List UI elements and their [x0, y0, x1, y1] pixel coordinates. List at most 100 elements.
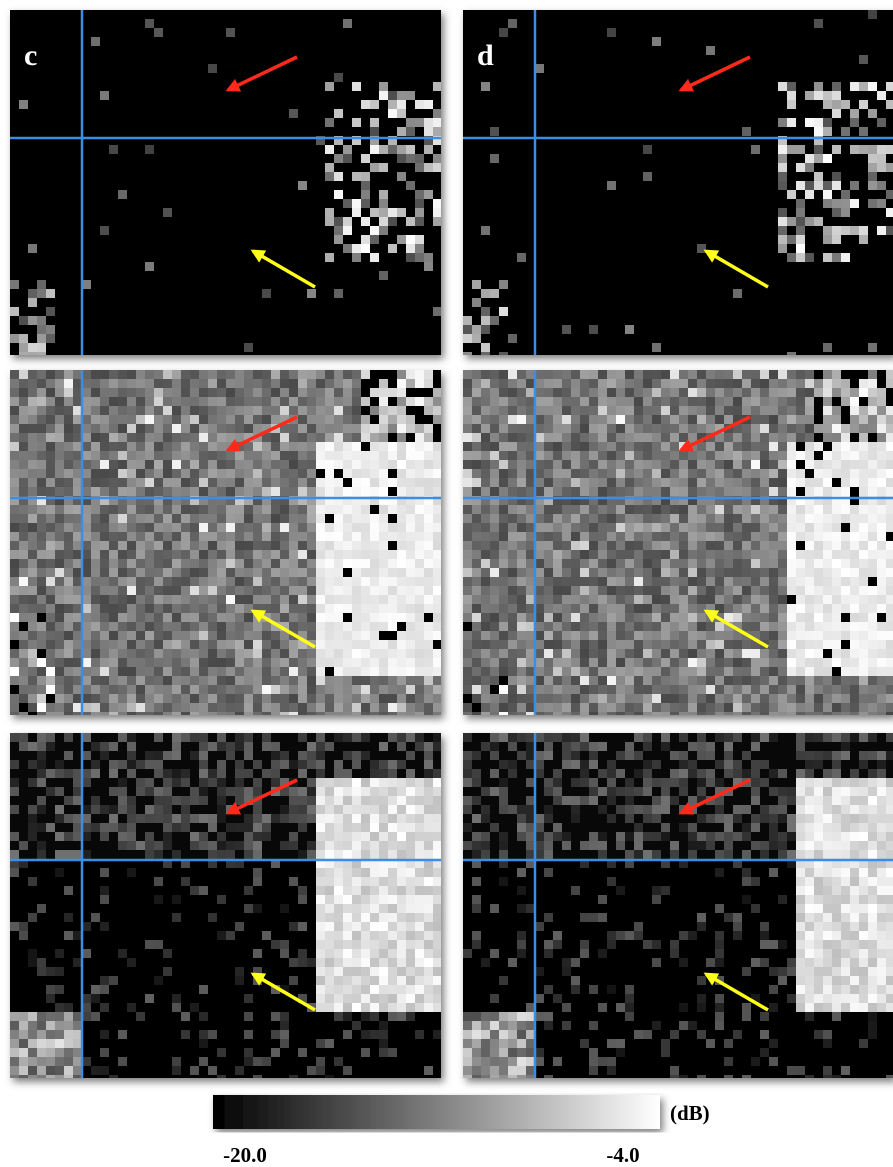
pixel [415, 742, 424, 751]
pixel [307, 760, 316, 769]
pixel [433, 460, 441, 469]
pixel [64, 397, 73, 406]
pixel [379, 433, 388, 442]
pixel [424, 895, 433, 904]
pixel [91, 712, 100, 715]
pixel [424, 253, 433, 262]
pixel [109, 760, 118, 769]
pixel [688, 703, 697, 712]
pixel [850, 226, 859, 235]
pixel [652, 568, 661, 577]
pixel [868, 586, 877, 595]
pixel [280, 769, 289, 778]
pixel [136, 442, 145, 451]
pixel [28, 640, 37, 649]
pixel [499, 406, 508, 415]
pixel [28, 631, 37, 640]
pixel [733, 622, 742, 631]
pixel [670, 442, 679, 451]
pixel [379, 694, 388, 703]
pixel [733, 451, 742, 460]
pixel [424, 886, 433, 895]
pixel [46, 559, 55, 568]
pixel [661, 523, 670, 532]
pixel [28, 814, 37, 823]
pixel [397, 451, 406, 460]
pixel [118, 514, 127, 523]
pixel [841, 199, 850, 208]
pixel [397, 145, 406, 154]
pixel [46, 751, 55, 760]
pixel [805, 532, 814, 541]
pixel [571, 406, 580, 415]
pixel [706, 559, 715, 568]
pixel [832, 388, 841, 397]
pixel [388, 742, 397, 751]
pixel [634, 559, 643, 568]
pixel [751, 406, 760, 415]
pixel [415, 487, 424, 496]
pixel [253, 676, 262, 685]
pixel [751, 145, 760, 154]
pixel [406, 667, 415, 676]
pixel [37, 523, 46, 532]
pixel [859, 487, 868, 496]
pixel [823, 631, 832, 640]
pixel [706, 550, 715, 559]
pixel [424, 760, 433, 769]
pixel [109, 796, 118, 805]
pixel [397, 985, 406, 994]
pixel [370, 931, 379, 940]
pixel [778, 433, 787, 442]
pixel [814, 460, 823, 469]
pixel [334, 922, 343, 931]
pixel [388, 415, 397, 424]
pixel [10, 859, 19, 868]
pixel [481, 541, 490, 550]
pixel [118, 667, 127, 676]
pixel [370, 136, 379, 145]
pixel [73, 514, 82, 523]
pixel [877, 631, 886, 640]
pixel [517, 478, 526, 487]
pixel [271, 613, 280, 622]
pixel [163, 778, 172, 787]
pixel [490, 667, 499, 676]
pixel [553, 595, 562, 604]
pixel [100, 703, 109, 712]
pixel [19, 694, 28, 703]
pixel [697, 478, 706, 487]
pixel [325, 505, 334, 514]
pixel [217, 523, 226, 532]
pixel [670, 613, 679, 622]
pixel [886, 658, 893, 667]
pixel [406, 904, 415, 913]
pixel [325, 622, 334, 631]
pixel [388, 100, 397, 109]
pixel [19, 451, 28, 460]
pixel [832, 568, 841, 577]
pixel [433, 805, 441, 814]
pixel [361, 967, 370, 976]
pixel [370, 850, 379, 859]
pixel [433, 442, 441, 451]
pixel [100, 841, 109, 850]
pixel [397, 172, 406, 181]
pixel [253, 814, 262, 823]
pixel [352, 658, 361, 667]
pixel [463, 424, 472, 433]
pixel [526, 442, 535, 451]
pixel [163, 460, 172, 469]
pixel [415, 397, 424, 406]
pixel [652, 595, 661, 604]
pixel [145, 550, 154, 559]
image-panel [463, 370, 893, 715]
pixel [28, 469, 37, 478]
pixel [598, 658, 607, 667]
pixel [208, 424, 217, 433]
pixel [262, 685, 271, 694]
pixel [388, 805, 397, 814]
pixel [670, 406, 679, 415]
pixel [724, 622, 733, 631]
pixel [199, 559, 208, 568]
